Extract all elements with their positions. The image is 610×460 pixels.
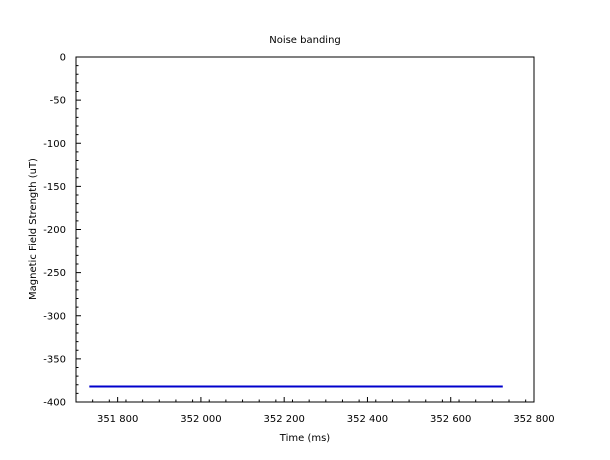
x-tick-label: 352 200 — [264, 414, 305, 425]
y-tick-label: -350 — [43, 354, 66, 365]
x-tick-label: 352 600 — [430, 414, 471, 425]
y-tick-label: 0 — [60, 53, 66, 64]
y-tick-label: -200 — [43, 225, 66, 236]
chart-title: Noise banding — [269, 35, 341, 46]
y-tick-label: -50 — [50, 96, 66, 107]
x-axis-label: Time (ms) — [279, 433, 331, 444]
y-tick-label: -100 — [43, 139, 66, 150]
x-tick-label: 352 800 — [513, 414, 554, 425]
plot-area — [75, 56, 535, 403]
y-axis-label: Magnetic Field Strength (uT) — [28, 158, 39, 300]
x-tick-label: 352 000 — [180, 414, 221, 425]
x-tick-label: 351 800 — [97, 414, 138, 425]
y-tick-label: -150 — [43, 182, 66, 193]
x-tick-label: 352 400 — [347, 414, 388, 425]
y-axis: 0 -50 -100 -150 -200 -250 -300 -350 -400 — [43, 53, 81, 409]
y-tick-label: -300 — [43, 311, 66, 322]
y-tick-label: -400 — [43, 398, 66, 409]
x-axis: 351 800 352 000 352 200 352 400 352 600 352 8… — [75, 397, 555, 425]
y-tick-label: -250 — [43, 268, 66, 279]
